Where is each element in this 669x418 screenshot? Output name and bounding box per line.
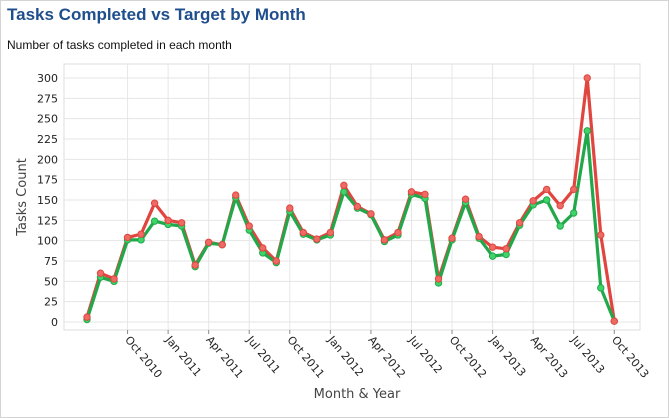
x-tick-label: Apr 2013 xyxy=(528,334,570,381)
data-point-target[interactable] xyxy=(597,231,605,239)
data-point-target[interactable] xyxy=(286,204,294,212)
data-point-target[interactable] xyxy=(515,219,524,227)
data-point-target[interactable] xyxy=(556,201,564,210)
data-point-target[interactable] xyxy=(110,275,118,283)
data-point-target[interactable] xyxy=(164,216,172,225)
x-tick-label: Oct 2013 xyxy=(609,334,651,381)
y-tick-label: 200 xyxy=(37,153,58,166)
data-point-target[interactable] xyxy=(177,219,186,227)
x-tick-label: Oct 2011 xyxy=(285,334,327,381)
x-tick-label: Oct 2010 xyxy=(122,334,164,381)
y-axis-title: Tasks Count xyxy=(15,158,30,237)
data-point-target[interactable] xyxy=(123,233,132,242)
x-tick-label: Oct 2012 xyxy=(447,334,489,381)
x-tick-label: Jan 2011 xyxy=(162,333,204,379)
data-point-target[interactable] xyxy=(448,234,456,242)
data-point-target[interactable] xyxy=(380,236,389,244)
data-point-target[interactable] xyxy=(583,74,591,82)
x-tick-label: Apr 2011 xyxy=(203,334,245,381)
series-line-target xyxy=(85,76,616,323)
x-tick-label: Jul 2012 xyxy=(406,333,445,376)
y-tick-label: 225 xyxy=(37,133,58,146)
y-tick-label: 100 xyxy=(37,235,58,248)
x-tick-label: Jan 2012 xyxy=(324,333,366,379)
data-point-completed[interactable] xyxy=(583,127,591,135)
data-point-target[interactable] xyxy=(272,257,280,265)
y-tick-label: 50 xyxy=(44,275,58,288)
data-point-target[interactable] xyxy=(191,261,199,269)
data-point-completed[interactable] xyxy=(488,252,497,260)
data-point-target[interactable] xyxy=(353,202,362,211)
data-point-target[interactable] xyxy=(421,190,429,199)
data-point-target[interactable] xyxy=(488,243,497,251)
data-point-target[interactable] xyxy=(150,199,159,207)
y-tick-label: 0 xyxy=(51,316,58,329)
data-point-target[interactable] xyxy=(542,185,551,194)
data-point-target[interactable] xyxy=(245,222,253,230)
series-layer xyxy=(83,74,618,325)
data-point-target[interactable] xyxy=(475,232,483,241)
x-tick-label: Jul 2013 xyxy=(568,333,607,376)
data-point-target[interactable] xyxy=(529,197,537,205)
data-point-target[interactable] xyxy=(299,228,308,237)
chart-title: Tasks Completed vs Target by Month xyxy=(7,5,306,24)
x-tick-label: Jul 2011 xyxy=(243,333,282,376)
x-tick-label: Jan 2013 xyxy=(487,333,529,379)
y-tick-label: 250 xyxy=(37,113,58,126)
data-point-target[interactable] xyxy=(610,317,618,325)
data-point-target[interactable] xyxy=(570,185,578,194)
x-axis-title: Month & Year xyxy=(314,387,401,402)
data-point-target[interactable] xyxy=(218,241,226,249)
data-point-completed[interactable] xyxy=(570,209,578,217)
data-point-target[interactable] xyxy=(394,228,402,237)
y-tick-label: 175 xyxy=(37,174,58,187)
data-point-completed[interactable] xyxy=(597,284,605,292)
data-point-completed[interactable] xyxy=(340,188,348,196)
y-tick-label: 300 xyxy=(37,72,58,85)
data-point-target[interactable] xyxy=(204,238,213,246)
data-point-target[interactable] xyxy=(96,269,105,277)
data-point-completed[interactable] xyxy=(556,222,564,230)
data-point-target[interactable] xyxy=(367,210,375,218)
y-tick-label: 275 xyxy=(37,92,58,105)
data-point-target[interactable] xyxy=(137,230,145,238)
data-point-target[interactable] xyxy=(313,235,321,243)
data-point-completed[interactable] xyxy=(542,196,551,204)
data-point-target[interactable] xyxy=(461,195,470,203)
data-point-target[interactable] xyxy=(259,244,267,252)
series-line-completed xyxy=(85,129,616,323)
y-tick-label: 125 xyxy=(37,214,58,227)
y-tick-label: 150 xyxy=(37,194,58,207)
y-tick-label: 75 xyxy=(44,255,58,268)
data-point-target[interactable] xyxy=(232,191,240,199)
data-point-target[interactable] xyxy=(434,275,443,283)
data-point-target[interactable] xyxy=(340,181,348,190)
data-point-target[interactable] xyxy=(326,228,335,237)
data-point-target[interactable] xyxy=(502,245,510,253)
data-point-completed[interactable] xyxy=(150,217,159,225)
data-point-target[interactable] xyxy=(407,188,416,196)
y-tick-label: 25 xyxy=(44,296,58,309)
data-point-target[interactable] xyxy=(83,313,91,321)
chart-subtitle: Number of tasks completed in each month xyxy=(7,38,232,52)
x-tick-label: Apr 2012 xyxy=(366,334,408,381)
